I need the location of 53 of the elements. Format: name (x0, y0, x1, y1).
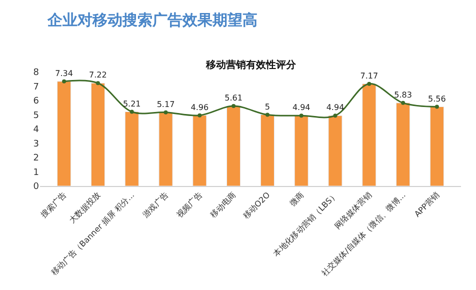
data-label: 5 (264, 102, 270, 112)
x-tick-label: 搜索广告 (39, 190, 68, 220)
point (130, 110, 134, 114)
point (265, 112, 270, 117)
data-label: 5.17 (156, 100, 175, 109)
point (299, 114, 304, 118)
data-label: 5.83 (394, 90, 412, 100)
x-tick-label: 视频广告 (174, 190, 204, 220)
point (232, 104, 236, 108)
bar (124, 112, 139, 186)
bar (90, 82, 105, 186)
data-label: 4.94 (292, 103, 310, 112)
data-label: 5.21 (122, 99, 141, 108)
point (434, 104, 439, 109)
bar (328, 115, 342, 186)
data-label: 4.94 (326, 103, 344, 112)
y-tick-label: 4 (33, 125, 40, 136)
y-tick-label: 6 (33, 96, 40, 107)
data-label: 4.96 (190, 102, 209, 112)
bar (294, 115, 308, 186)
y-tick-label: 8 (33, 68, 40, 78)
bar (260, 114, 274, 186)
data-label: 5.61 (224, 94, 242, 103)
x-tick-label: 大数据投放 (68, 190, 102, 226)
y-tick-label: 7 (33, 82, 39, 92)
bar (226, 106, 241, 186)
chart-title: 企业对移动搜索广告效果期望高 (46, 11, 258, 29)
bar (362, 84, 376, 186)
point (62, 79, 66, 84)
point (164, 110, 168, 114)
x-tick-label: 游戏广告 (141, 190, 170, 220)
point (401, 100, 406, 105)
point (96, 81, 100, 86)
bar (430, 106, 444, 186)
point (333, 114, 338, 118)
bar (396, 102, 410, 186)
bar (158, 112, 173, 186)
bar (57, 81, 72, 186)
data-label: 7.17 (360, 71, 378, 80)
data-label: 5.56 (428, 94, 446, 104)
point (198, 113, 202, 118)
y-tick-label: 1 (33, 168, 39, 178)
y-tick-label: 0 (33, 182, 40, 192)
point (367, 82, 372, 86)
y-tick-label: 2 (33, 154, 39, 164)
x-tick-label: 移动电商 (208, 190, 238, 220)
data-label: 7.22 (89, 70, 107, 80)
bar (192, 115, 207, 186)
data-label: 7.34 (55, 68, 73, 78)
y-tick-label: 5 (33, 110, 39, 121)
y-tick-label: 3 (33, 139, 39, 150)
x-tick-label: 微商 (288, 190, 306, 208)
chart-subtitle: 移动营销有效性评分 (205, 59, 297, 71)
